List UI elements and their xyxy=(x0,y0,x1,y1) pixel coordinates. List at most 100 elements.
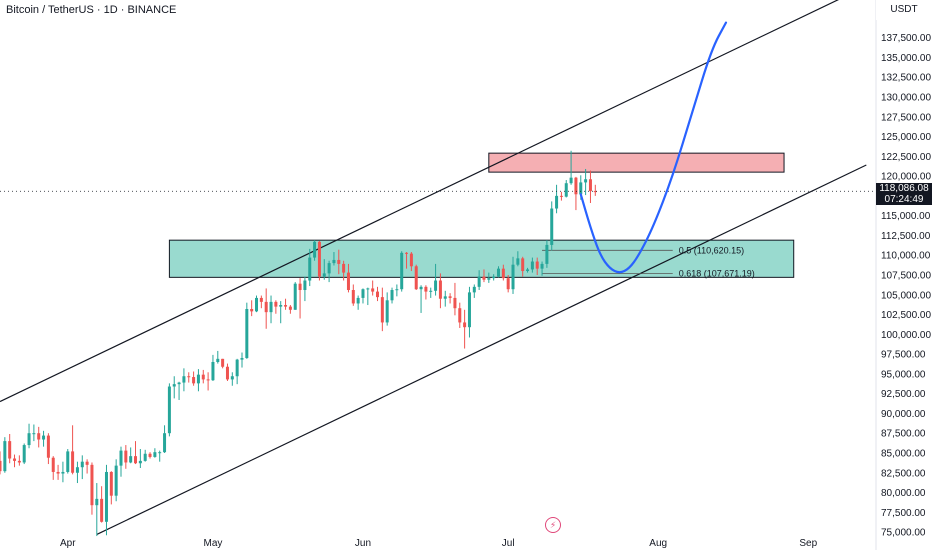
candle xyxy=(225,363,229,381)
candle xyxy=(380,287,384,332)
price-axis[interactable]: 75,000.00 77,500.00 80,000.00 82,500.00 85,0… xyxy=(881,33,931,538)
candle xyxy=(506,274,510,293)
candle xyxy=(119,446,123,477)
candle xyxy=(298,278,302,319)
candle xyxy=(221,358,225,369)
candle xyxy=(535,257,539,275)
time-tick-label: Sep xyxy=(799,538,817,549)
candle-body xyxy=(492,276,496,279)
candle xyxy=(95,483,99,537)
candle xyxy=(356,295,360,310)
candle-body xyxy=(376,291,380,298)
candle-body xyxy=(158,452,162,454)
price-tick-label: 115,000.00 xyxy=(881,211,931,222)
candle xyxy=(61,461,65,483)
candle-body xyxy=(114,465,118,496)
price-tick-label: 122,500.00 xyxy=(881,152,931,163)
price-axis-unit[interactable]: USDT xyxy=(876,0,932,20)
candle-body xyxy=(250,308,254,312)
candle xyxy=(167,383,171,437)
candle-body xyxy=(390,290,394,301)
candle-body xyxy=(255,297,259,312)
price-tick-label: 105,000.00 xyxy=(881,290,931,301)
price-tick-label: 75,000.00 xyxy=(881,528,926,539)
candle-body xyxy=(42,435,46,440)
candle xyxy=(419,285,423,313)
candle xyxy=(201,369,205,384)
candle xyxy=(588,170,592,203)
candle xyxy=(438,273,442,309)
candle-body xyxy=(564,183,568,197)
candle xyxy=(337,249,341,275)
candle xyxy=(526,267,530,273)
candle xyxy=(153,448,157,458)
candle xyxy=(390,287,394,304)
chart-title: Bitcoin / TetherUS · 1D · BINANCE xyxy=(6,4,177,16)
candle-body xyxy=(8,441,12,459)
candle xyxy=(66,449,70,474)
price-tick-label: 125,000.00 xyxy=(881,132,931,143)
candle-body xyxy=(211,362,215,381)
resistance-zone xyxy=(488,152,785,173)
candle-body xyxy=(555,195,559,209)
candle-body xyxy=(124,450,128,463)
candle-body xyxy=(240,358,244,360)
candle-body xyxy=(545,244,549,264)
candle-body xyxy=(80,461,84,468)
candle-body xyxy=(380,297,384,323)
candle xyxy=(124,445,128,469)
candle-body xyxy=(540,263,544,269)
candle xyxy=(211,354,215,381)
candle-body xyxy=(85,461,89,465)
candle xyxy=(424,285,428,300)
candle xyxy=(492,274,496,281)
candle-body xyxy=(279,305,283,307)
candle-body xyxy=(409,253,413,267)
candle-body xyxy=(104,471,108,522)
candle xyxy=(158,450,162,462)
candle xyxy=(501,264,505,281)
candle xyxy=(230,372,234,386)
price-tick-label: 112,500.00 xyxy=(881,231,931,242)
candle-body xyxy=(196,374,200,384)
candle-body xyxy=(269,301,273,313)
candle-body xyxy=(526,269,530,272)
candle xyxy=(284,298,288,310)
candle xyxy=(0,451,2,475)
candle-body xyxy=(17,460,21,463)
projection-path xyxy=(579,21,728,274)
candle xyxy=(134,441,138,465)
price-tick-label: 130,000.00 xyxy=(881,92,931,103)
candle xyxy=(584,168,588,196)
time-axis[interactable]: Apr May Jun Jul Aug Sep xyxy=(60,538,818,549)
candle-body xyxy=(501,268,505,279)
candle-body xyxy=(356,297,360,304)
candle xyxy=(288,305,292,314)
candle xyxy=(187,372,191,383)
lightning-icon[interactable]: ⚡ xyxy=(545,517,561,533)
candle xyxy=(245,302,249,359)
price-tick-label: 82,500.00 xyxy=(881,468,926,479)
candle xyxy=(17,455,21,466)
candle-body xyxy=(332,259,336,264)
candle xyxy=(453,282,457,316)
candle-body xyxy=(588,179,592,192)
candle-body xyxy=(22,445,26,463)
candle-body xyxy=(119,450,123,466)
candle-body xyxy=(472,286,476,293)
projection-layer xyxy=(579,21,728,274)
candle-body xyxy=(27,433,31,446)
candle-body xyxy=(230,376,234,380)
candle-body xyxy=(264,301,268,313)
candle xyxy=(521,256,525,277)
candle xyxy=(255,295,259,313)
candle-body xyxy=(66,451,70,472)
candle xyxy=(250,300,254,317)
candle xyxy=(395,284,399,297)
candle-body xyxy=(584,179,588,183)
price-tick-label: 92,500.00 xyxy=(881,389,926,400)
candle xyxy=(114,459,118,502)
candle-body xyxy=(293,283,297,310)
candle xyxy=(371,280,375,296)
